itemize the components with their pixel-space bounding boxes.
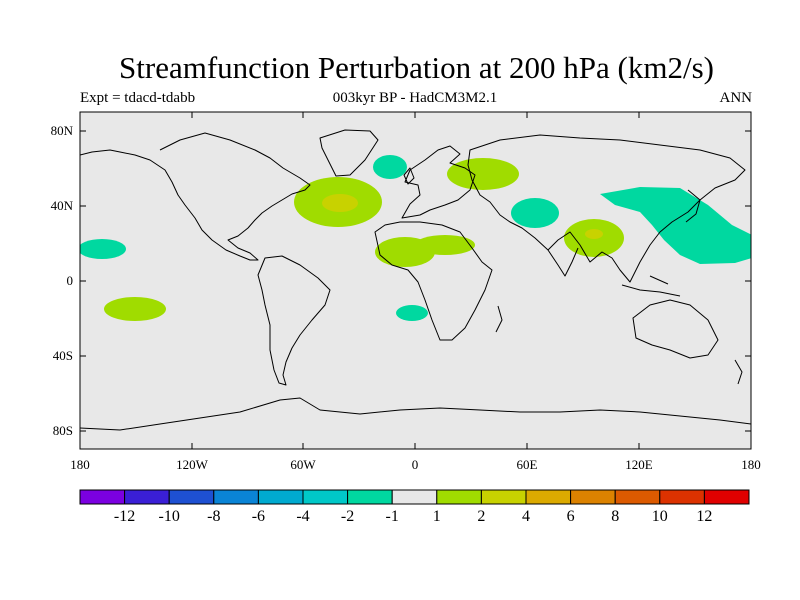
- coast-north-america: [80, 132, 311, 261]
- coast-africa: [374, 221, 493, 341]
- season-label: ANN: [719, 90, 753, 106]
- xtick-label-120e: 120E: [625, 457, 653, 472]
- coastlines: [80, 129, 751, 431]
- colorbar-box-6: [347, 489, 393, 505]
- colorbar-label-11: 8: [611, 508, 620, 525]
- colorbar-label-13: 12: [696, 508, 713, 525]
- coast-maritime-asia: [621, 275, 681, 297]
- xtick-label-0: 0: [411, 457, 419, 472]
- contour-south-atlantic: [396, 305, 428, 321]
- xtick-label-120w: 120W: [176, 457, 208, 472]
- ytick-label-80n: 80N: [50, 123, 73, 138]
- coast-south-america: [257, 255, 331, 386]
- coast-japan: [685, 189, 701, 223]
- contour-west-africa: [415, 235, 475, 255]
- colorbar-box-12: [614, 489, 661, 505]
- coast-uk: [403, 167, 415, 185]
- colorbar-box-13: [659, 489, 705, 505]
- ytick-label-0: 0: [66, 273, 74, 288]
- colorbar-label-12: 10: [651, 508, 668, 525]
- contour-middle-east: [511, 198, 559, 228]
- experiment-label: Expt = tdacd-tdabb: [80, 90, 196, 106]
- coast-greenland: [319, 129, 379, 177]
- colorbar-box-3: [213, 489, 259, 505]
- colorbar-box-1: [124, 489, 170, 505]
- colorbar-label-2: -8: [207, 508, 221, 525]
- colorbar-label-9: 4: [522, 508, 530, 525]
- colorbar-box-8: [436, 489, 482, 505]
- colorbar-label-5: -2: [340, 508, 355, 525]
- contour-south-pacific: [104, 297, 166, 321]
- colorbar-box-11: [570, 489, 616, 505]
- contour-north-atlantic-core: [322, 194, 358, 212]
- colorbar-box-10: [525, 489, 572, 505]
- colorbar-box-14: [703, 489, 750, 505]
- coast-australia: [632, 299, 719, 359]
- colorbar-label-1: -10: [158, 508, 180, 525]
- contour-eastern-europe: [447, 158, 519, 190]
- colorbar-box-0: [79, 489, 126, 505]
- xtick-label-180w: 180: [70, 457, 90, 472]
- coast-madagascar: [495, 305, 503, 333]
- colorbar-box-7: [391, 489, 438, 505]
- colorbar-label-4: -4: [296, 508, 310, 525]
- ytick-label-40s: 40S: [52, 348, 73, 363]
- colorbar-label-3: -6: [251, 508, 266, 525]
- contour-fields: [80, 155, 751, 321]
- ytick-label-40n: 40N: [50, 198, 73, 213]
- colorbar-box-5: [302, 489, 349, 505]
- xtick-label-60w: 60W: [290, 457, 316, 472]
- contour-northwest-pacific: [600, 187, 751, 264]
- coast-new-zealand: [734, 359, 743, 385]
- colorbar-label-0: -12: [113, 508, 136, 525]
- plot-title: Streamfunction Perturbation at 200 hPa (…: [119, 50, 714, 85]
- coast-asia: [467, 134, 746, 283]
- colorbar-label-6: -1: [385, 508, 399, 525]
- contour-central-pacific: [80, 239, 126, 259]
- xtick-label-180e: 180: [741, 457, 761, 472]
- contour-southeast-asia-core: [585, 229, 603, 239]
- ytick-label-80s: 80S: [52, 423, 73, 438]
- colorbar-box-2: [168, 489, 215, 505]
- colorbar-box-9: [480, 489, 527, 505]
- colorbar-label-10: 6: [566, 508, 575, 525]
- colorbar-label-8: 2: [477, 508, 486, 525]
- plot-background: [80, 112, 751, 449]
- colorbar-label-7: 1: [432, 508, 441, 525]
- period-model-label: 003kyr BP - HadCM3M2.1: [332, 90, 498, 106]
- coast-antarctica: [80, 397, 751, 431]
- contour-greenland-sea: [373, 155, 407, 179]
- coast-europe: [401, 145, 476, 219]
- coast-india: [547, 247, 579, 277]
- axis-ticks: [79, 112, 752, 449]
- colorbar-box-4: [257, 489, 304, 505]
- xtick-label-60e: 60E: [516, 457, 538, 472]
- colorbar: [79, 489, 750, 505]
